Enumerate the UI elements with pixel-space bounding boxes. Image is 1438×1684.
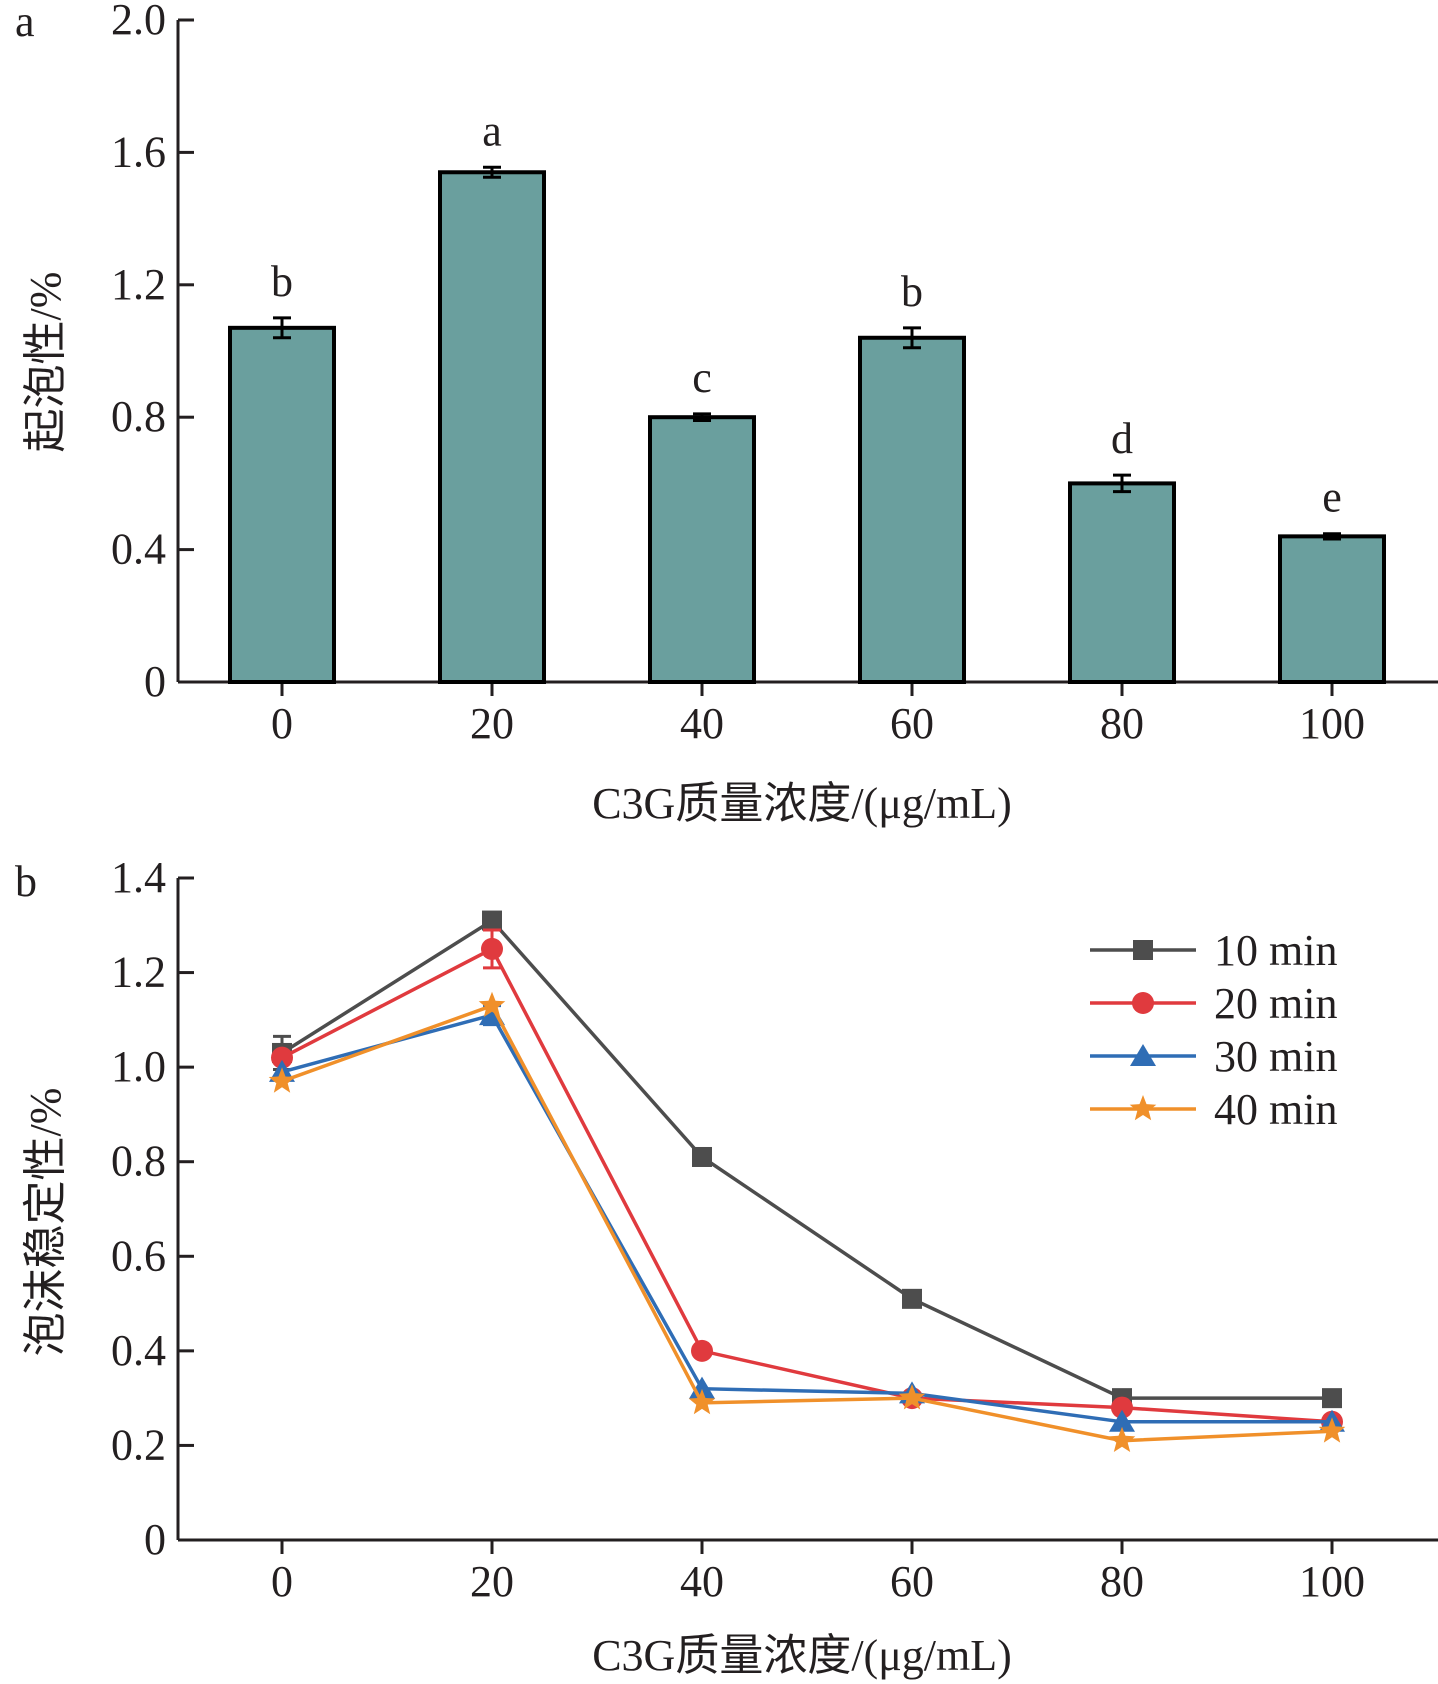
- legend-swatch-marker: [1133, 940, 1153, 960]
- significance-letter: b: [271, 257, 293, 306]
- panel-b-line-chart: b 泡沫稳定性/% C3G质量浓度/(μg/mL) 0 0.2 0.4 0.6 0.8 1…: [15, 853, 1438, 1680]
- legend-swatch-marker: [1130, 1044, 1156, 1066]
- legend-label: 20 min: [1214, 979, 1337, 1028]
- bar: [228, 325, 336, 684]
- legend-label: 10 min: [1214, 926, 1337, 975]
- significance-letter: b: [901, 267, 923, 316]
- legend-item: 30 min: [1090, 1032, 1337, 1081]
- series-40-min: [268, 991, 1346, 1452]
- panel-a-y-tick-label: 2.0: [111, 0, 166, 44]
- panel-b-y-tick-label: 0.8: [111, 1137, 166, 1186]
- data-point: [902, 1288, 922, 1309]
- significance-letter: c: [692, 353, 712, 402]
- data-point: [1108, 1426, 1136, 1452]
- panel-a-x-axis-title: C3G质量浓度/(μg/mL): [592, 779, 1012, 828]
- panel-b-y-tick-label: 0: [144, 1515, 166, 1564]
- panel-a-y-tick-label: 0.4: [111, 525, 166, 574]
- panel-a-y-tick-label: 0: [144, 657, 166, 706]
- panel-b-y-tick-label: 1.0: [111, 1042, 166, 1091]
- panel-b-y-tick-label: 0.4: [111, 1326, 166, 1375]
- panel-a-y-tick-label: 1.6: [111, 127, 166, 176]
- panel-a-y-tick-label: 1.2: [111, 260, 166, 309]
- data-point: [482, 910, 502, 931]
- panel-a-x-tick-label: 0: [271, 699, 293, 748]
- panel-b-x-tick-label: 60: [890, 1557, 934, 1606]
- panel-a-x-tick-label: 80: [1100, 699, 1144, 748]
- bar: [1068, 481, 1176, 684]
- data-point: [898, 1384, 926, 1410]
- panel-b-x-axis-title: C3G质量浓度/(μg/mL): [592, 1631, 1012, 1680]
- panel-b-label: b: [15, 857, 37, 906]
- data-point: [1111, 1396, 1133, 1419]
- panel-b-x-tick-label: 0: [271, 1557, 293, 1606]
- data-point: [268, 1067, 296, 1093]
- data-point: [692, 1146, 712, 1167]
- bar: [858, 335, 966, 684]
- significance-letter: a: [482, 106, 502, 155]
- panel-a-x-tick-label: 100: [1299, 699, 1365, 748]
- panel-b-y-tick-label: 1.4: [111, 853, 166, 902]
- panel-b-y-tick-label: 0.6: [111, 1231, 166, 1280]
- data-point: [1109, 1409, 1135, 1432]
- legend-swatch-marker: [1132, 992, 1154, 1014]
- panel-a-x-tick-label: 20: [470, 699, 514, 748]
- data-point: [481, 937, 503, 960]
- series-line: [281, 1003, 1333, 1443]
- panel-a-y-axis-title: 起泡性/%: [21, 272, 70, 453]
- series-line: [281, 946, 1333, 1424]
- panel-b-x-tick-label: 40: [680, 1557, 724, 1606]
- data-point: [478, 991, 506, 1017]
- data-point: [1322, 1388, 1342, 1409]
- panel-a-bars: b a c b d e: [228, 106, 1386, 684]
- panel-b-series: [268, 910, 1346, 1452]
- panel-b-x-tick-label: 80: [1100, 1557, 1144, 1606]
- data-point: [691, 1339, 713, 1362]
- panel-b-y-tick-label: 1.2: [111, 948, 166, 997]
- legend-swatch-marker: [1129, 1095, 1157, 1121]
- panel-b-y-tick-label: 0.2: [111, 1420, 166, 1469]
- legend-item: 40 min: [1090, 1085, 1337, 1134]
- series-30-min: [269, 1003, 1345, 1432]
- legend-label: 40 min: [1214, 1085, 1337, 1134]
- panel-a-y-tick-label: 0.8: [111, 392, 166, 441]
- panel-a-x-tick-label: 40: [680, 699, 724, 748]
- panel-b-axes: 0 0.2 0.4 0.6 0.8 1.0 1.2 1.4 0 20 40 60 80 100: [111, 853, 1438, 1606]
- bar: [1278, 534, 1386, 684]
- bar: [438, 170, 546, 684]
- panel-b-x-tick-label: 100: [1299, 1557, 1365, 1606]
- legend-label: 30 min: [1214, 1032, 1337, 1081]
- significance-letter: d: [1111, 414, 1133, 463]
- series-20-min: [271, 928, 1343, 1433]
- data-point: [688, 1388, 716, 1415]
- panel-a-axes: 0 0.4 0.8 1.2 1.6 2.0 0 20 40 60 80 100: [111, 0, 1438, 748]
- bar: [648, 415, 756, 684]
- data-point: [271, 1046, 293, 1069]
- significance-letter: e: [1322, 473, 1342, 522]
- legend-item: 10 min: [1090, 926, 1337, 975]
- panel-a-x-tick-label: 60: [890, 699, 934, 748]
- panel-a-label: a: [15, 0, 35, 46]
- legend-item: 20 min: [1090, 979, 1337, 1028]
- series-line: [281, 1013, 1332, 1424]
- panel-a-bar-chart: a 起泡性/% C3G质量浓度/(μg/mL) 0 0.4 0.8 1.2 1.6 2.0…: [15, 0, 1438, 828]
- panel-b-y-axis-title: 泡沫稳定性/%: [21, 1088, 70, 1357]
- series-10-min: [272, 910, 1342, 1409]
- panel-b-x-tick-label: 20: [470, 1557, 514, 1606]
- series-line: [281, 918, 1332, 1400]
- data-point: [1318, 1417, 1346, 1443]
